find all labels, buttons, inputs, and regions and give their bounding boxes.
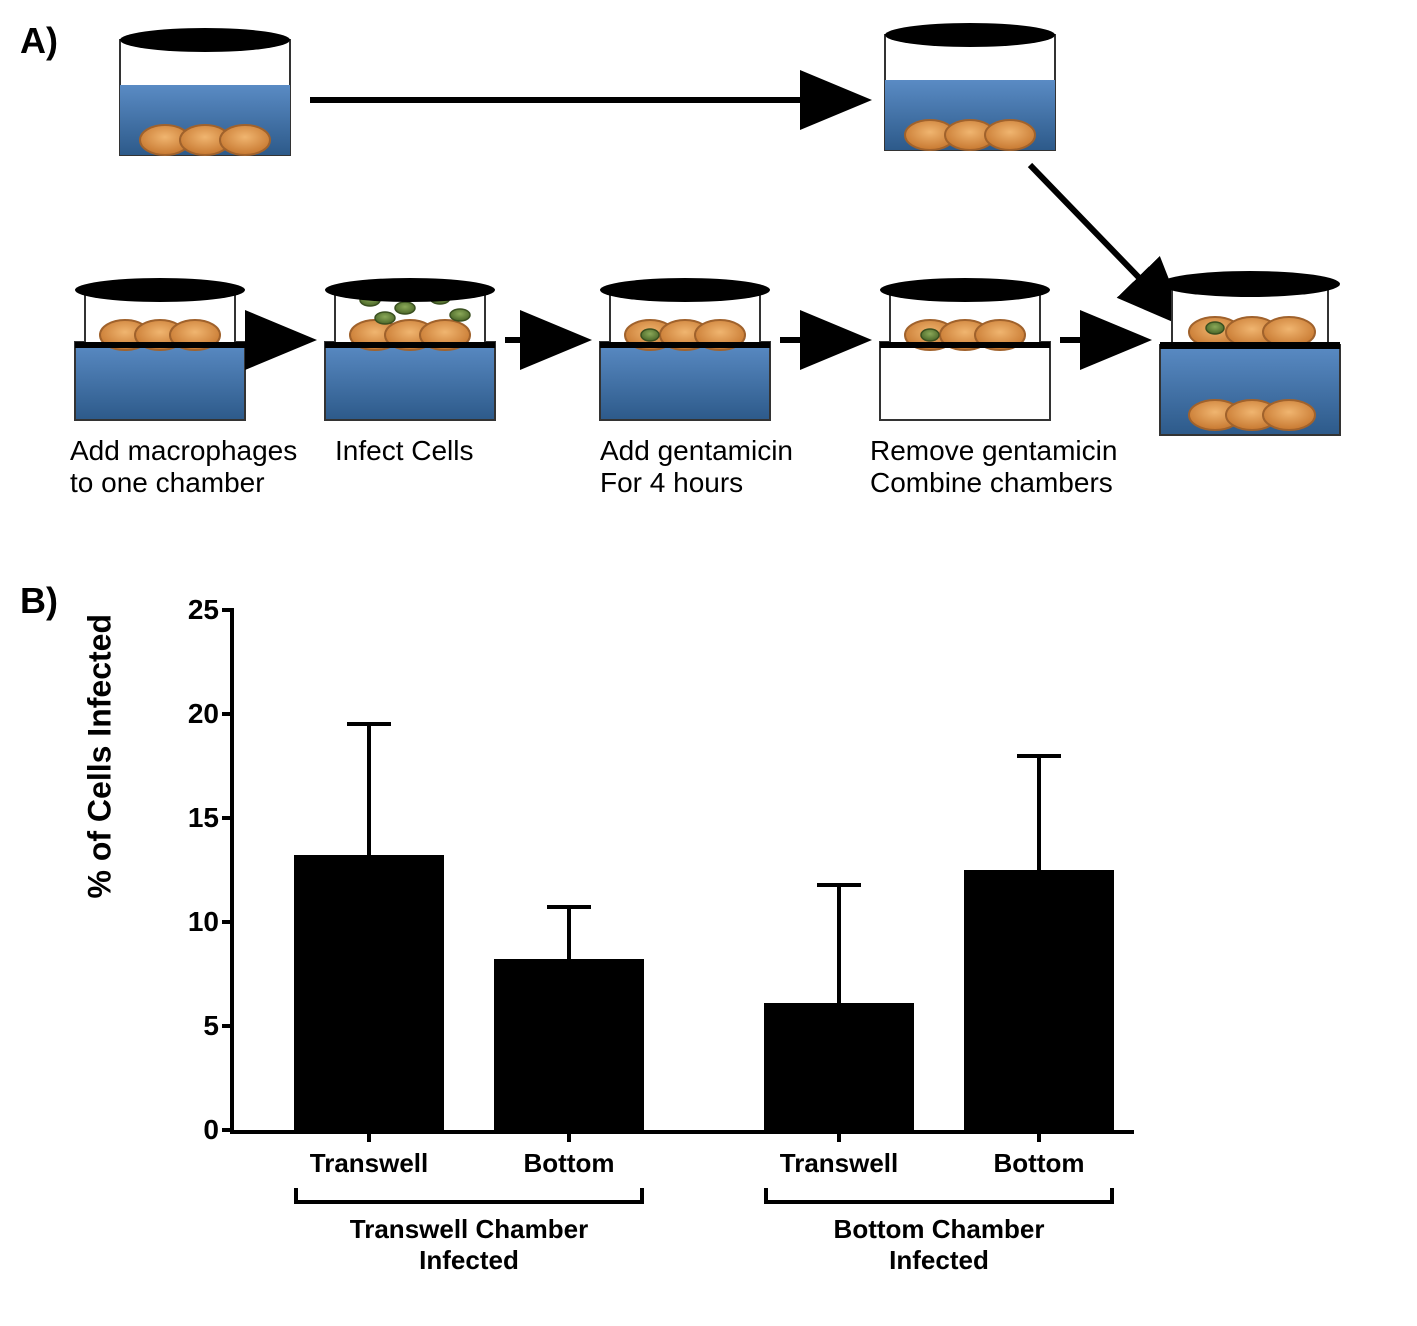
y-tick-mark — [222, 1128, 234, 1132]
error-bar — [1037, 756, 1041, 870]
x-tick-mark — [367, 1130, 371, 1142]
step2-label: Infect Cells — [335, 435, 474, 467]
y-axis-label: % of Cells Infected — [82, 614, 119, 899]
group-label: Bottom ChamberInfected — [764, 1214, 1114, 1276]
step1-label: Add macrophages to one chamber — [70, 435, 297, 499]
x-label: Bottom — [489, 1148, 649, 1179]
group-bracket-end — [1110, 1188, 1114, 1202]
chart-area: 0510152025TranswellBottomTranswellBottom… — [230, 610, 1134, 1134]
dish-top-left — [120, 28, 290, 155]
y-tick-mark — [222, 608, 234, 612]
y-tick-mark — [222, 920, 234, 924]
x-tick-mark — [837, 1130, 841, 1142]
x-tick-mark — [1037, 1130, 1041, 1142]
group-bracket — [294, 1200, 644, 1204]
dish-step4 — [880, 278, 1050, 420]
bar — [494, 959, 644, 1130]
bar — [294, 855, 444, 1130]
panel-a-label: A) — [20, 20, 58, 62]
arrow-diagonal — [1030, 165, 1180, 320]
figure-container: A) — [20, 20, 1417, 1300]
x-label: Transwell — [759, 1148, 919, 1179]
step3-label: Add gentamicin For 4 hours — [600, 435, 793, 499]
group-bracket-end — [764, 1188, 768, 1202]
bar — [764, 1003, 914, 1130]
dish-combined — [1160, 271, 1340, 435]
error-cap — [1017, 754, 1061, 758]
dish-step1 — [75, 278, 245, 420]
group-label: Transwell ChamberInfected — [294, 1214, 644, 1276]
panel-b: % of Cells Infected 0510152025TranswellB… — [80, 600, 1417, 1300]
dish-top-right — [885, 23, 1055, 150]
group-bracket-end — [294, 1188, 298, 1202]
error-cap — [547, 905, 591, 909]
group-bracket — [764, 1200, 1114, 1204]
panel-a: Add macrophages to one chamber Infect Ce… — [70, 20, 1417, 580]
dish-step2 — [325, 278, 495, 420]
error-bar — [367, 724, 371, 855]
x-label: Transwell — [289, 1148, 449, 1179]
y-tick-mark — [222, 1024, 234, 1028]
error-cap — [347, 722, 391, 726]
dish-step3 — [600, 278, 770, 420]
bar — [964, 870, 1114, 1130]
error-bar — [837, 885, 841, 1004]
x-tick-mark — [567, 1130, 571, 1142]
x-label: Bottom — [959, 1148, 1119, 1179]
y-tick-mark — [222, 712, 234, 716]
error-bar — [567, 907, 571, 959]
error-cap — [817, 883, 861, 887]
y-tick-mark — [222, 816, 234, 820]
panel-b-label: B) — [20, 580, 58, 622]
step4-label: Remove gentamicin Combine chambers — [870, 435, 1117, 499]
group-bracket-end — [640, 1188, 644, 1202]
